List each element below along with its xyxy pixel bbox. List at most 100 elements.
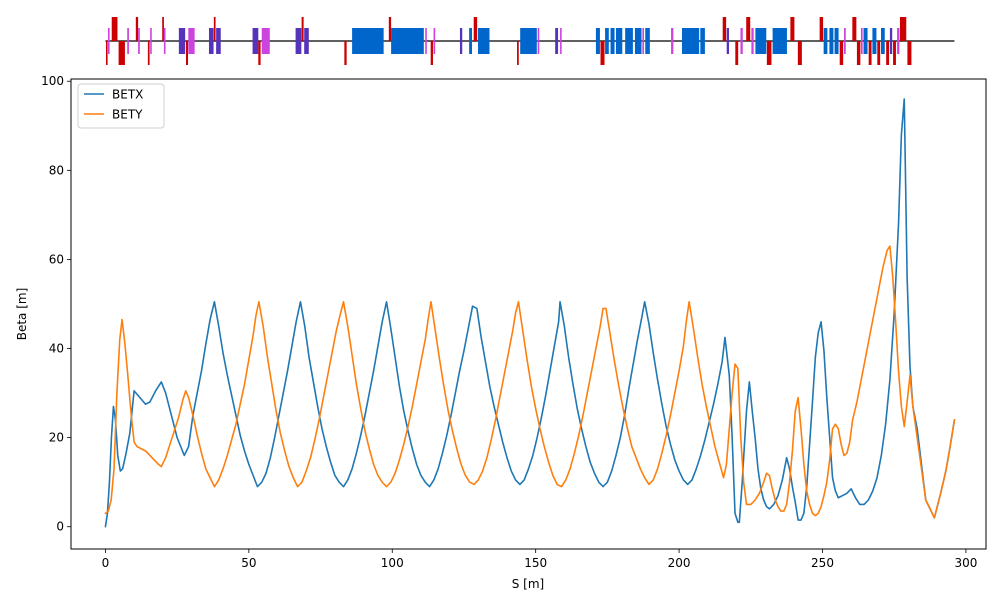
lattice-corrector-element [844, 28, 846, 54]
y-axis-label: Beta [m] [15, 288, 29, 341]
lattice-dipole-element [839, 41, 844, 65]
lattice-dipole-element [790, 17, 795, 41]
lattice-quadrupole-element [681, 28, 700, 54]
lattice-sextupole-element [208, 28, 214, 54]
lattice-quadrupole-element [391, 28, 424, 54]
lattice-dipole-element [746, 17, 751, 41]
lattice-quadrupole-element [625, 28, 633, 54]
lattice-sextupole-element [295, 28, 302, 54]
plot-frame [70, 78, 987, 550]
lattice-quadrupole-element [881, 28, 885, 54]
lattice-corrector-element [433, 28, 436, 54]
lattice-dipole-element [766, 41, 772, 65]
lattice-quadrupole-element [469, 28, 472, 54]
lattice-dipole-element [856, 41, 861, 65]
lattice-corrector-element [537, 28, 540, 54]
lattice-dipole-element [899, 17, 907, 41]
lattice-dipole-element [301, 17, 304, 41]
lattice-quadrupole-element [772, 28, 787, 54]
lattice-quadrupole-element [645, 28, 650, 54]
lattice-corrector-element [671, 28, 674, 54]
lattice-corrector-element [138, 28, 140, 54]
lattice-quadrupole-element [834, 28, 839, 54]
lattice-dipole-element [147, 41, 150, 65]
x-tick-label: 200 [668, 556, 691, 570]
lattice-dipole-element [893, 41, 896, 65]
lattice-sextupole-element [889, 28, 893, 54]
lattice-corrector-element [642, 28, 644, 54]
lattice-dipole-element [118, 41, 125, 65]
lattice-corrector-element [150, 28, 152, 54]
lattice-dipole-element [907, 41, 912, 65]
lattice-dipole-element [797, 41, 802, 65]
lattice-sextupole-element [304, 28, 309, 54]
lattice-dipole-element [111, 17, 118, 41]
lattice-corrector-element [188, 28, 195, 54]
lattice-sextupole-element [216, 28, 221, 54]
lattice-dipole-element [886, 41, 890, 65]
lattice-sextupole-element [459, 28, 463, 54]
lattice-quadrupole-element [595, 28, 600, 54]
lattice-dipole-element [388, 17, 392, 41]
lattice-dipole-element [186, 41, 189, 65]
x-axis-label: S [m] [512, 577, 544, 591]
lattice-quadrupole-element [605, 28, 609, 54]
legend-box [77, 83, 165, 129]
lattice-layout [105, 17, 955, 65]
lattice-quadrupole-element [755, 28, 767, 54]
lattice-corrector-element [897, 28, 900, 54]
lattice-corrector-element [163, 28, 166, 54]
lattice-quadrupole-element [863, 28, 868, 54]
lattice-dipole-element [852, 17, 857, 41]
lattice-dipole-element [600, 41, 605, 65]
lattice-dipole-element [473, 17, 478, 41]
x-tick-label: 300 [954, 556, 977, 570]
lattice-quadrupole-element [520, 28, 537, 54]
lattice-quadrupole-element [634, 28, 642, 54]
y-tick-label: 20 [49, 431, 64, 445]
lattice-corrector-element [108, 28, 110, 54]
lattice-dipole-element [517, 41, 519, 65]
lattice-dipole-element [430, 41, 433, 65]
lattice-quadrupole-element [823, 28, 828, 54]
y-tick-label: 0 [56, 520, 64, 534]
lattice-dipole-element [162, 17, 164, 41]
lattice-quadrupole-element [700, 28, 705, 54]
x-tick-label: 150 [524, 556, 547, 570]
lattice-sextupole-element [555, 28, 559, 54]
lattice-dipole-element [135, 17, 139, 41]
x-tick-label: 250 [811, 556, 834, 570]
lattice-quadrupole-element [478, 28, 490, 54]
lattice-corrector-element [261, 28, 270, 54]
lattice-sextupole-element [252, 28, 259, 54]
lattice-dipole-element [868, 41, 872, 65]
lattice-corrector-element [425, 28, 427, 54]
y-tick-label: 100 [41, 74, 64, 88]
lattice-dipole-element [735, 41, 739, 65]
x-tick-label: 50 [241, 556, 256, 570]
y-tick-label: 80 [49, 163, 64, 177]
x-axis-ticks: 0 50 100 150 200 250 300 [102, 549, 977, 570]
lattice-quadrupole-element [352, 28, 384, 54]
legend-label-betx: BETX [112, 88, 143, 102]
beta-plot: 0 50 100 150 200 250 300 0 20 40 60 80 100 S [m] Be… [15, 74, 987, 591]
series-line-bety [104, 245, 956, 519]
lattice-quadrupole-element [872, 28, 877, 54]
y-tick-label: 40 [49, 342, 64, 356]
lattice-corrector-element [740, 28, 743, 54]
lattice-dipole-element [105, 41, 108, 65]
lattice-sextupole-element [726, 28, 729, 54]
lattice-corrector-element [860, 28, 863, 54]
lattice-sextupole-element [178, 28, 186, 54]
lattice-corrector-element [560, 28, 562, 54]
lattice-quadrupole-element [615, 28, 623, 54]
lattice-corrector-element [127, 28, 129, 54]
y-axis-ticks: 0 20 40 60 80 100 [41, 74, 71, 534]
legend: BETX BETY [77, 83, 165, 129]
lattice-corrector-element [751, 28, 754, 54]
lattice-dipole-element [819, 17, 824, 41]
series-layer [104, 98, 956, 528]
lattice-dipole-element [344, 41, 347, 65]
lattice-dipole-element [213, 17, 216, 41]
